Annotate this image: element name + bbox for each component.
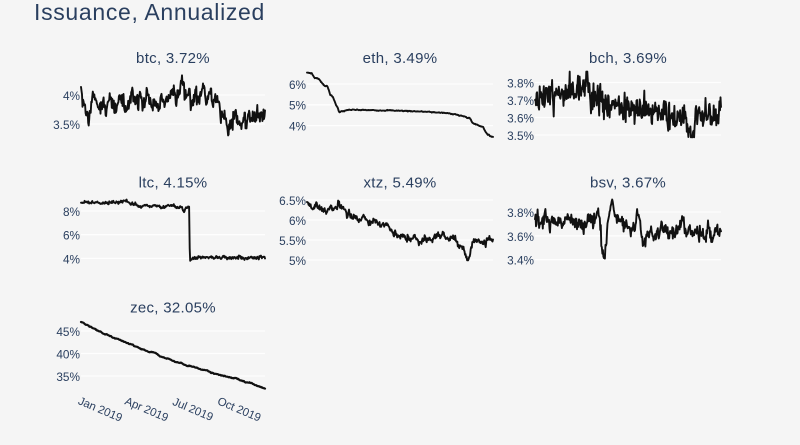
svg-text:6.5%: 6.5% <box>279 194 306 208</box>
svg-text:6%: 6% <box>63 229 81 243</box>
svg-text:3.5%: 3.5% <box>507 129 534 143</box>
svg-text:4%: 4% <box>63 89 81 103</box>
svg-text:6%: 6% <box>289 78 307 92</box>
svg-text:3.5%: 3.5% <box>53 118 80 132</box>
svg-text:5%: 5% <box>289 99 307 113</box>
svg-text:3.8%: 3.8% <box>507 76 534 90</box>
svg-text:8%: 8% <box>63 205 81 219</box>
svg-text:45%: 45% <box>56 325 80 339</box>
svg-text:ltc, 4.15%: ltc, 4.15% <box>139 175 208 192</box>
svg-text:zec, 32.05%: zec, 32.05% <box>130 300 216 317</box>
svg-text:3.6%: 3.6% <box>507 230 534 244</box>
svg-text:bch, 3.69%: bch, 3.69% <box>589 50 667 67</box>
svg-text:btc, 3.72%: btc, 3.72% <box>136 50 210 67</box>
svg-text:40%: 40% <box>56 347 80 361</box>
svg-text:35%: 35% <box>56 370 80 384</box>
svg-text:5.5%: 5.5% <box>279 234 306 248</box>
svg-text:3.4%: 3.4% <box>507 254 534 268</box>
svg-text:eth, 3.49%: eth, 3.49% <box>363 50 438 67</box>
svg-text:Issuance, Annualized: Issuance, Annualized <box>34 0 265 25</box>
svg-text:4%: 4% <box>63 252 81 266</box>
svg-text:xtz, 5.49%: xtz, 5.49% <box>363 175 436 192</box>
svg-text:bsv, 3.67%: bsv, 3.67% <box>590 175 666 192</box>
svg-text:6%: 6% <box>289 214 307 228</box>
svg-text:5%: 5% <box>289 254 307 268</box>
svg-text:3.7%: 3.7% <box>507 94 534 108</box>
svg-text:4%: 4% <box>289 120 307 134</box>
svg-text:3.8%: 3.8% <box>507 206 534 220</box>
svg-text:3.6%: 3.6% <box>507 111 534 125</box>
